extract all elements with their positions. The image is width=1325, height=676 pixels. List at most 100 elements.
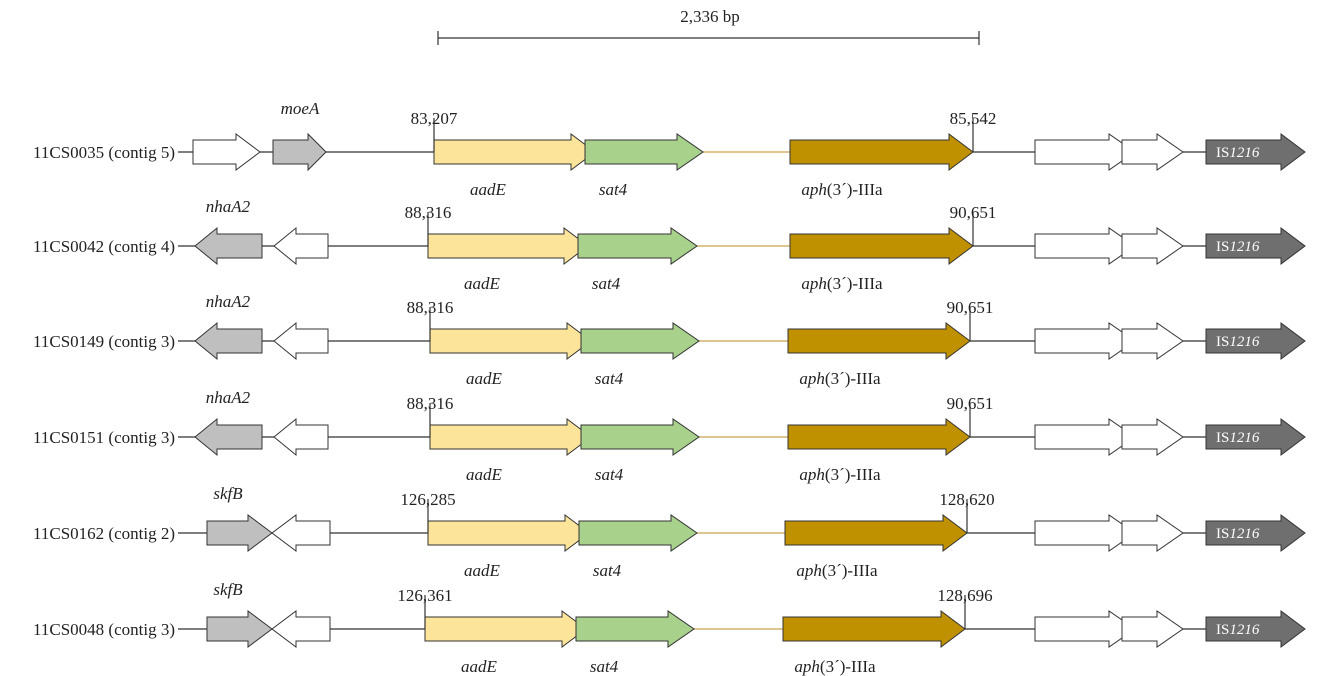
start-coordinate: 83,207 (411, 109, 458, 128)
strain-label: 11CS0042 (contig 4) (33, 237, 175, 256)
IS1216-label-prefix: IS (1216, 145, 1229, 161)
strain-label: 11CS0035 (contig 5) (33, 143, 175, 162)
aadE-arrow (427, 227, 589, 265)
aadE-arrow (429, 418, 592, 456)
end-coordinate: 90,651 (950, 203, 997, 222)
IS1216-label-number: 1216 (1229, 145, 1260, 161)
sat4-arrow (580, 322, 700, 360)
aadE-arrow (433, 133, 596, 171)
sat4-label: sat4 (590, 657, 619, 676)
gene-row: 11CS0042 (contig 4) nhaA2 88,316 90,651 aadE… (33, 197, 1306, 293)
orf-white-arrow (1034, 133, 1136, 171)
aph-label: aph(3´)-IIIa (799, 465, 881, 484)
aph-label-suffix: (3´)-IIIa (827, 274, 883, 293)
scale-bar-label: 2,336 bp (680, 7, 740, 26)
start-coordinate: 126,361 (397, 586, 452, 605)
scale-bar: 2,336 bp (437, 7, 980, 45)
orf-white-arrow (1034, 322, 1136, 360)
sat4-label: sat4 (595, 369, 624, 388)
orf-white-arrow (1121, 133, 1184, 171)
aadE-arrow (429, 322, 592, 360)
aph-label-italic: aph (796, 561, 822, 580)
IS1216-label-prefix: IS (1216, 334, 1229, 350)
aph-label-italic: aph (799, 369, 825, 388)
IS1216-label: IS1216 (1216, 239, 1260, 255)
moeA-arrow (272, 132, 327, 172)
orf-white-arrow (273, 321, 329, 361)
orf-white-arrow (1121, 514, 1184, 552)
IS1216-label-number: 1216 (1229, 430, 1260, 446)
start-coordinate: 88,316 (407, 394, 454, 413)
aph-label: aph(3´)-IIIa (799, 369, 881, 388)
strain-label: 11CS0162 (contig 2) (33, 524, 175, 543)
orf-white-arrow (1121, 322, 1184, 360)
left-gene-label: nhaA2 (206, 292, 251, 311)
aadE-label: aadE (466, 369, 503, 388)
aadE-arrow (424, 610, 587, 648)
sat4-arrow (577, 227, 698, 265)
gene-rows: 11CS0035 (contig 5) moeA 83,207 85,542 aadE s… (33, 99, 1306, 676)
sat4-label: sat4 (593, 561, 622, 580)
aadE-label: aadE (461, 657, 498, 676)
IS1216-label-prefix: IS (1216, 526, 1229, 542)
IS1216-label: IS1216 (1216, 526, 1260, 542)
orf-white-arrow (1121, 610, 1184, 648)
IS1216-label: IS1216 (1216, 334, 1260, 350)
aph-label: aph(3´)-IIIa (796, 561, 878, 580)
orf-white-arrow (271, 610, 331, 648)
gene-row: 11CS0149 (contig 3) nhaA2 88,316 90,651 aadE… (33, 292, 1306, 388)
IS1216-arrow (1205, 227, 1306, 265)
end-coordinate: 85,542 (950, 109, 997, 128)
aph-label: aph(3´)-IIIa (801, 180, 883, 199)
orf-white-arrow (1121, 227, 1184, 265)
aph-arrow (787, 418, 971, 456)
gene-row: 11CS0151 (contig 3) nhaA2 88,316 90,651 aadE… (33, 388, 1306, 484)
sat4-arrow (578, 514, 698, 552)
sat4-label: sat4 (595, 465, 624, 484)
aph-label-suffix: (3´)-IIIa (822, 561, 878, 580)
aadE-label: aadE (470, 180, 507, 199)
orf-white-arrow (1121, 418, 1184, 456)
aadE-label: aadE (466, 465, 503, 484)
orf-white-arrow (1034, 418, 1136, 456)
orf-white-arrow (192, 133, 261, 171)
gene-row: 11CS0048 (contig 3) skfB 126,361 128,696 aad… (33, 580, 1306, 676)
skfB-arrow (206, 514, 273, 552)
aph-label-italic: aph (794, 657, 820, 676)
orf-white-arrow (1034, 610, 1136, 648)
aph-label-suffix: (3´)-IIIa (825, 465, 881, 484)
IS1216-arrow (1205, 610, 1306, 648)
aph-arrow (784, 514, 968, 552)
nhaA2-arrow (194, 321, 263, 361)
start-coordinate: 126,285 (400, 490, 455, 509)
nhaA2-arrow (194, 226, 263, 266)
aph-label-suffix: (3´)-IIIa (820, 657, 876, 676)
aph-label-italic: aph (799, 465, 825, 484)
aph-arrow (789, 227, 974, 265)
nhaA2-arrow (194, 417, 263, 457)
strain-label: 11CS0151 (contig 3) (33, 428, 175, 447)
aadE-label: aadE (464, 274, 501, 293)
IS1216-label: IS1216 (1216, 145, 1260, 161)
left-gene-label: skfB (213, 580, 243, 599)
IS1216-label: IS1216 (1216, 430, 1260, 446)
orf-white-arrow (1034, 514, 1136, 552)
left-gene-label: skfB (213, 484, 243, 503)
left-gene-label: moeA (281, 99, 320, 118)
gene-row: 11CS0035 (contig 5) moeA 83,207 85,542 aadE s… (33, 99, 1306, 199)
IS1216-arrow (1205, 322, 1306, 360)
aph-label: aph(3´)-IIIa (801, 274, 883, 293)
end-coordinate: 128,696 (937, 586, 992, 605)
sat4-label: sat4 (599, 180, 628, 199)
aph-arrow (782, 610, 966, 648)
IS1216-label-number: 1216 (1229, 239, 1260, 255)
IS1216-label: IS1216 (1216, 622, 1260, 638)
aadE-label: aadE (464, 561, 501, 580)
aph-label-suffix: (3´)-IIIa (827, 180, 883, 199)
IS1216-label-number: 1216 (1229, 622, 1260, 638)
orf-white-arrow (273, 226, 329, 266)
IS1216-label-prefix: IS (1216, 239, 1229, 255)
aph-label-italic: aph (801, 274, 827, 293)
aph-arrow (789, 133, 974, 171)
